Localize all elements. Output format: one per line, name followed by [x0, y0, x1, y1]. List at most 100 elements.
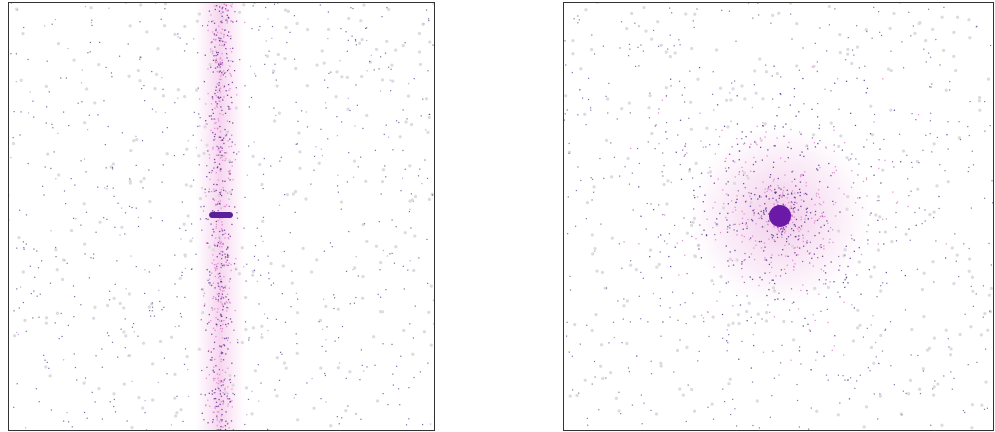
stream-particle	[215, 62, 217, 64]
particle	[769, 416, 772, 418]
stream-particle	[219, 275, 221, 278]
particle	[201, 229, 203, 231]
halo-particle	[741, 166, 743, 169]
background-particle	[428, 40, 432, 44]
particle	[116, 260, 118, 262]
halo-particle	[766, 230, 769, 232]
particle	[623, 298, 625, 300]
stream-particle	[226, 20, 229, 22]
left-panel	[8, 2, 434, 430]
background-particle	[361, 223, 365, 227]
halo-particle	[701, 314, 703, 316]
stream-particle	[222, 323, 224, 325]
stream-particle	[230, 134, 233, 136]
particle	[990, 264, 992, 266]
stream-particle	[227, 83, 230, 86]
stream-particle	[231, 20, 233, 22]
background-particle	[56, 42, 61, 46]
stream-particle	[224, 152, 226, 154]
particle	[650, 373, 653, 375]
particle	[701, 233, 703, 236]
halo-particle	[829, 226, 832, 229]
halo-particle	[709, 166, 711, 169]
particle	[233, 329, 235, 331]
particle	[959, 138, 962, 141]
background-particle	[846, 47, 850, 51]
particle	[809, 241, 811, 243]
halo-particle	[783, 268, 786, 271]
halo-particle	[857, 197, 859, 199]
particle	[873, 6, 875, 9]
stream-particle	[215, 28, 218, 30]
background-particle	[791, 338, 796, 342]
stream-particle	[224, 205, 227, 208]
particle	[564, 113, 566, 115]
stream-particle	[216, 127, 219, 129]
particle	[599, 157, 601, 160]
particle	[421, 423, 424, 426]
halo-particle	[809, 212, 812, 214]
particle	[10, 157, 12, 159]
halo-particle	[816, 219, 819, 222]
stream-particle	[220, 139, 222, 142]
particle	[731, 82, 733, 84]
stream-particle	[214, 329, 216, 331]
particle	[798, 226, 800, 229]
stream-particle	[218, 136, 221, 138]
background-particle	[426, 130, 430, 134]
particle	[607, 112, 609, 114]
background-particle	[201, 310, 205, 315]
stream-particle	[229, 138, 231, 140]
stream-particle	[220, 75, 222, 77]
particle	[928, 8, 930, 10]
particle	[133, 331, 135, 333]
background-particle	[224, 390, 228, 395]
stream-particle	[226, 14, 228, 17]
stream-particle	[226, 10, 228, 12]
particle	[871, 37, 873, 39]
stream-particle	[224, 135, 227, 137]
halo-particle	[652, 208, 655, 211]
particle	[734, 80, 736, 82]
background-particle	[571, 52, 575, 56]
halo-particle	[638, 243, 640, 245]
particle	[845, 277, 847, 279]
stream-particle	[222, 139, 225, 141]
particle	[236, 153, 238, 155]
halo-particle	[819, 180, 821, 183]
background-particle	[864, 28, 868, 32]
stream-particle	[213, 211, 215, 213]
particle	[327, 86, 329, 89]
particle	[201, 288, 203, 290]
background-particle	[335, 70, 339, 74]
particle	[703, 320, 705, 323]
particle	[234, 11, 236, 13]
background-particle	[208, 62, 212, 67]
stream-particle	[208, 188, 211, 190]
background-particle	[427, 197, 431, 201]
stream-particle	[212, 418, 214, 421]
particle	[272, 282, 275, 284]
halo-particle	[781, 234, 783, 236]
particle	[329, 242, 332, 244]
halo-particle	[727, 181, 729, 183]
particle	[620, 21, 623, 23]
particle	[780, 93, 782, 96]
background-particle	[957, 136, 961, 140]
halo-particle	[802, 174, 805, 177]
stream-particle	[212, 377, 215, 380]
particle	[877, 418, 879, 420]
particle	[179, 227, 181, 229]
background-particle	[380, 180, 385, 184]
stream-particle	[213, 135, 216, 138]
stream-particle	[216, 417, 218, 419]
stream-particle	[207, 29, 209, 32]
particle	[360, 156, 362, 158]
stream-particle	[229, 161, 231, 164]
particle	[976, 361, 978, 364]
stream-particle	[212, 198, 214, 200]
halo-particle	[805, 182, 807, 184]
particle	[671, 291, 674, 293]
stream-particle	[211, 356, 213, 359]
particle	[587, 98, 590, 101]
